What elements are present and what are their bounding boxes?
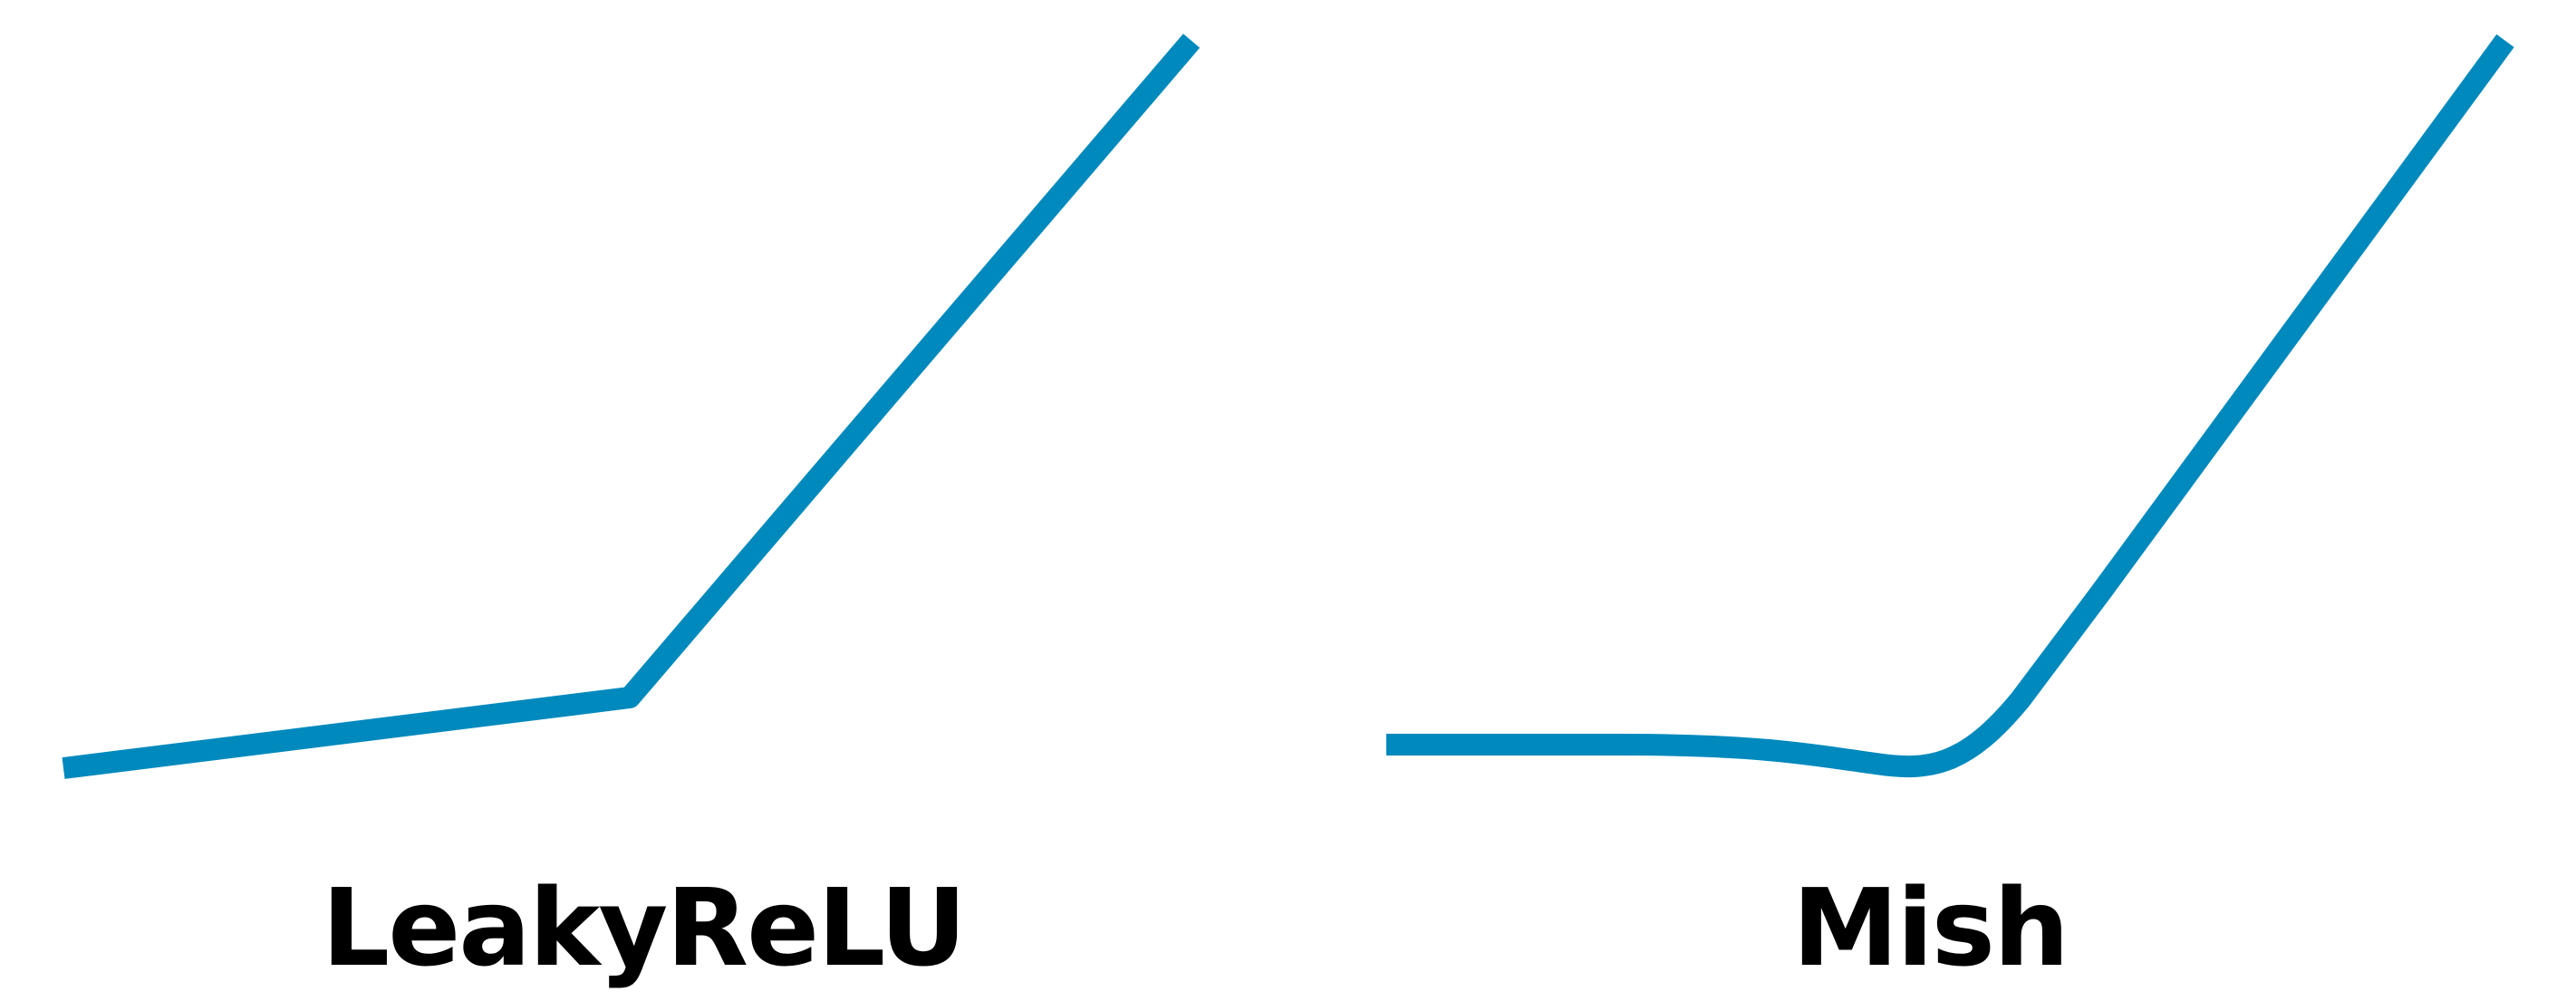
mish-label: Mish: [1791, 865, 2069, 990]
leaky-relu-label: LeakyReLU: [322, 865, 967, 990]
leaky-relu-curve: [62, 34, 1201, 779]
mish-curve: [1386, 34, 2514, 778]
